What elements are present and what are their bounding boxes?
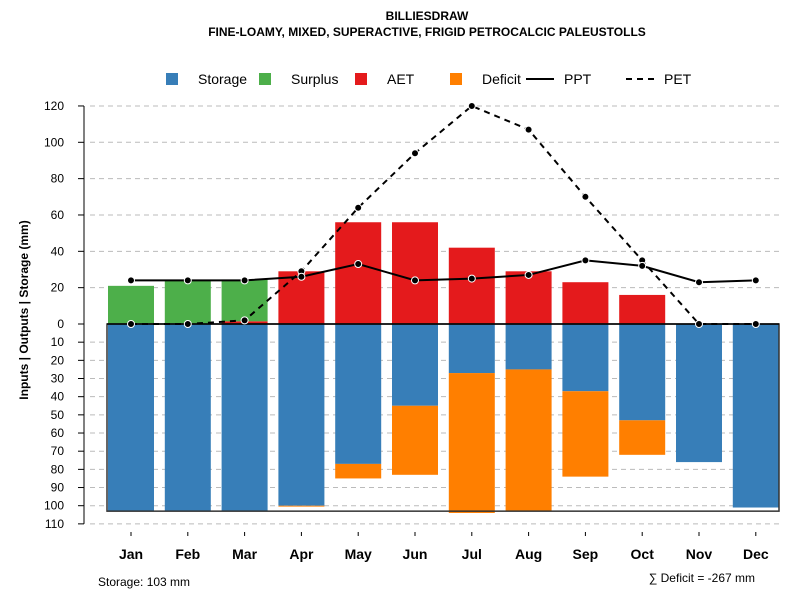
y-tick-label: 50 <box>51 408 65 422</box>
bar-deficit-jul <box>448 373 495 513</box>
bar-deficit-aug <box>505 369 552 512</box>
x-tick-label: Sep <box>573 546 599 562</box>
bar-storage-may <box>335 324 382 464</box>
point-ppt <box>411 276 419 285</box>
y-tick-label: 110 <box>45 517 64 531</box>
x-tick-label: Jan <box>119 546 143 562</box>
bar-storage-mar <box>221 324 268 512</box>
bar-aet-jul <box>448 247 495 324</box>
legend-label-aet: AET <box>387 71 415 87</box>
y-tick-label: 120 <box>44 99 64 113</box>
y-tick-label: 60 <box>51 208 65 222</box>
point-ppt <box>751 276 760 285</box>
point-ppt <box>524 270 533 279</box>
y-tick-label: 0 <box>57 317 64 331</box>
y-tick-label: 30 <box>51 372 65 386</box>
x-tick-label: Dec <box>743 546 769 562</box>
legend-label-ppt: PPT <box>564 71 592 87</box>
bar-aet-oct <box>619 294 666 324</box>
bar-storage-apr <box>278 324 325 506</box>
bar-deficit-sep <box>562 391 609 477</box>
bar-storage-feb <box>164 324 211 512</box>
point-ppt <box>240 276 249 285</box>
point-pet <box>411 149 419 158</box>
y-tick-label: 20 <box>51 353 65 367</box>
y-tick-label: 40 <box>51 244 65 258</box>
deficit-note: ∑ Deficit = -267 mm <box>649 571 755 585</box>
y-tick-label: 40 <box>51 390 65 404</box>
point-pet <box>127 320 135 328</box>
x-tick-label: May <box>345 546 372 562</box>
point-pet <box>695 320 703 328</box>
point-ppt <box>467 274 476 283</box>
legend-swatch-deficit <box>450 73 462 85</box>
chart-title: BILLIESDRAW <box>386 9 469 23</box>
y-tick-label: 90 <box>51 481 65 495</box>
y-tick-label: 10 <box>51 335 65 349</box>
storage-note: Storage: 103 mm <box>98 575 190 589</box>
y-tick-label: 100 <box>44 135 64 149</box>
legend-label-pet: PET <box>664 71 692 87</box>
bar-storage-dec <box>732 324 779 508</box>
bar-storage-oct <box>619 324 666 421</box>
bar-aet-aug <box>505 271 552 324</box>
bar-deficit-may <box>335 463 382 479</box>
y-tick-label: 60 <box>51 426 65 440</box>
legend-label-surplus: Surplus <box>291 71 338 87</box>
point-pet <box>240 316 249 325</box>
point-ppt <box>638 261 647 270</box>
point-ppt <box>127 276 135 285</box>
point-ppt <box>695 278 703 287</box>
y-axis-label: Inputs | Outputs | Storage (mm) <box>17 220 31 399</box>
chart-subtitle: FINE-LOAMY, MIXED, SUPERACTIVE, FRIGID P… <box>208 25 646 39</box>
y-tick-label: 70 <box>51 444 65 458</box>
x-tick-label: Apr <box>289 546 314 562</box>
point-pet <box>183 320 192 328</box>
x-tick-label: Jun <box>403 546 428 562</box>
point-ppt <box>183 276 192 285</box>
x-tick-label: Mar <box>232 546 257 562</box>
bar-storage-jan <box>108 324 154 512</box>
line-pet <box>131 104 756 325</box>
bar-storage-jun <box>392 324 438 406</box>
x-tick-label: Nov <box>686 546 713 562</box>
legend-swatch-aet <box>355 73 367 85</box>
x-tick-label: Feb <box>175 546 200 562</box>
bar-deficit-apr <box>278 505 325 507</box>
bar-storage-jul <box>448 324 495 374</box>
line-ppt <box>131 259 756 284</box>
y-tick-label: 80 <box>51 172 65 186</box>
bar-surplus-jan <box>108 285 154 324</box>
bar-deficit-jun <box>392 405 438 475</box>
bar-aet-jun <box>392 222 438 324</box>
bar-aet-may <box>335 222 382 324</box>
x-tick-label: Jul <box>462 546 482 562</box>
point-pet <box>467 101 476 110</box>
bar-storage-aug <box>505 324 552 370</box>
bar-storage-sep <box>562 324 609 392</box>
point-ppt <box>297 272 306 281</box>
x-tick-label: Aug <box>515 546 542 562</box>
legend-swatch-surplus <box>259 73 271 85</box>
bar-surplus-mar <box>221 279 268 322</box>
legend-label-deficit: Deficit <box>482 71 521 87</box>
bar-surplus-feb <box>164 280 211 324</box>
point-pet <box>354 203 363 212</box>
y-tick-label: 100 <box>44 499 64 513</box>
legend-swatch-storage <box>166 73 178 85</box>
bar-deficit-oct <box>619 420 666 455</box>
point-pet <box>581 192 590 201</box>
point-pet <box>524 125 533 134</box>
y-tick-label: 80 <box>51 462 65 476</box>
point-pet <box>751 320 760 328</box>
y-tick-label: 20 <box>51 281 65 295</box>
x-tick-label: Oct <box>631 546 655 562</box>
bar-storage-nov <box>676 324 722 463</box>
legend-label-storage: Storage <box>198 71 247 87</box>
bar-aet-sep <box>562 282 609 324</box>
point-ppt <box>354 260 363 269</box>
point-ppt <box>581 256 590 265</box>
